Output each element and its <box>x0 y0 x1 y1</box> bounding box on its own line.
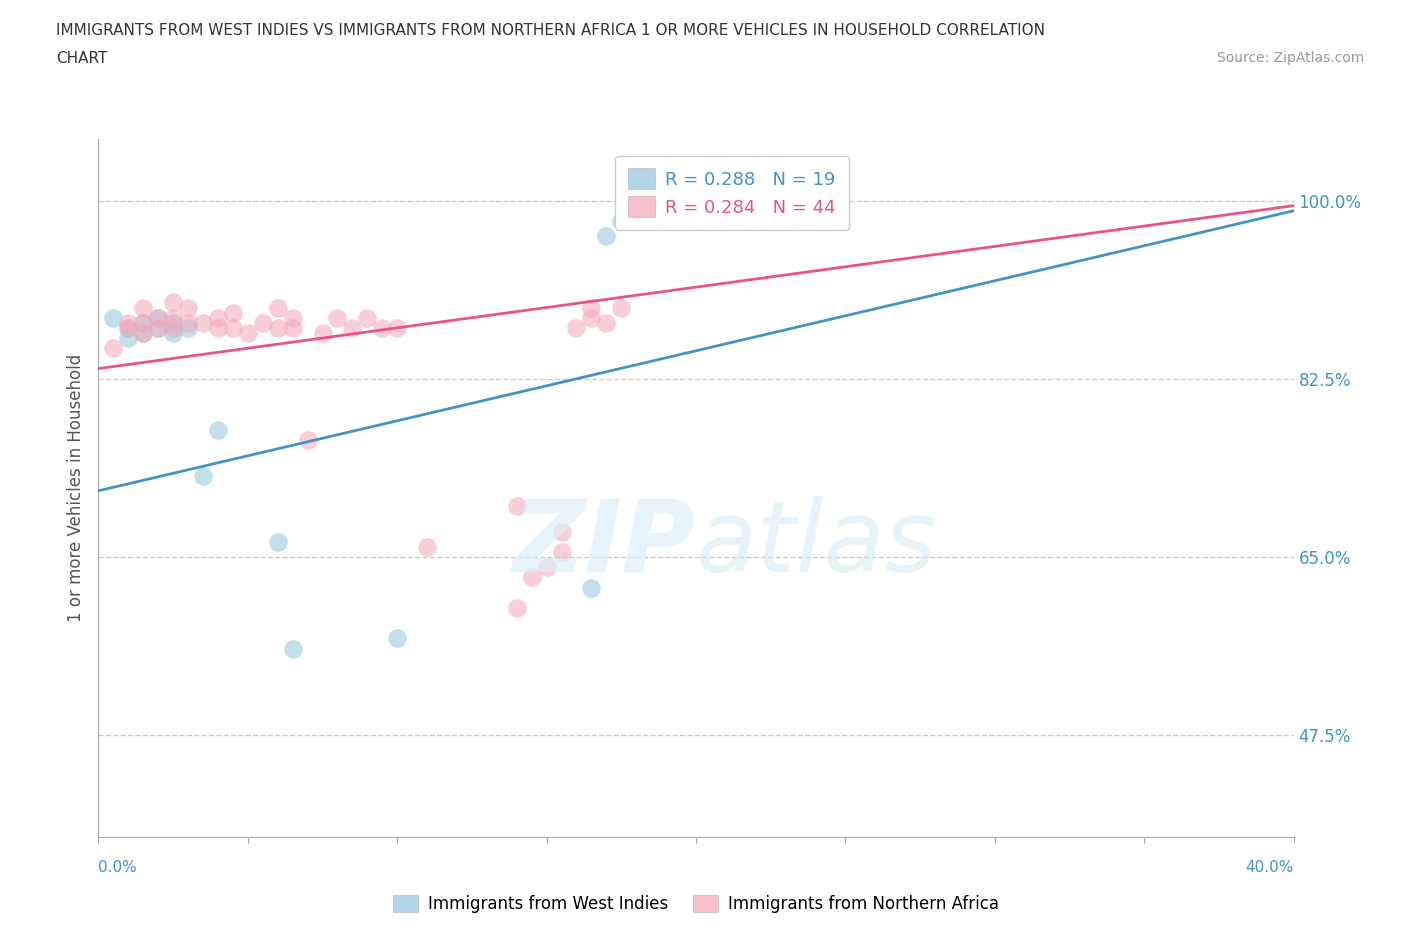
Point <box>506 498 529 513</box>
Point <box>520 570 543 585</box>
Point <box>191 468 214 483</box>
Point <box>581 580 603 595</box>
Point <box>595 315 617 330</box>
Point <box>297 432 319 447</box>
Point <box>610 300 633 315</box>
Text: Source: ZipAtlas.com: Source: ZipAtlas.com <box>1216 51 1364 65</box>
Point <box>267 321 290 336</box>
Point <box>162 311 184 325</box>
Point <box>581 300 603 315</box>
Point <box>252 315 274 330</box>
Point <box>267 300 290 315</box>
Point <box>177 300 200 315</box>
Point <box>132 315 155 330</box>
Point <box>385 321 409 336</box>
Text: ZIP: ZIP <box>513 496 696 592</box>
Point <box>132 326 155 340</box>
Point <box>148 321 170 336</box>
Point <box>281 321 304 336</box>
Text: atlas: atlas <box>696 496 938 592</box>
Point <box>148 311 170 325</box>
Point <box>162 321 184 336</box>
Y-axis label: 1 or more Vehicles in Household: 1 or more Vehicles in Household <box>66 354 84 622</box>
Point <box>385 631 409 645</box>
Point <box>311 326 333 340</box>
Point <box>550 544 572 559</box>
Point <box>236 326 259 340</box>
Point <box>132 300 155 315</box>
Point <box>595 229 617 244</box>
Text: IMMIGRANTS FROM WEST INDIES VS IMMIGRANTS FROM NORTHERN AFRICA 1 OR MORE VEHICLE: IMMIGRANTS FROM WEST INDIES VS IMMIGRANT… <box>56 23 1045 38</box>
Legend: Immigrants from West Indies, Immigrants from Northern Africa: Immigrants from West Indies, Immigrants … <box>387 888 1005 920</box>
Point <box>132 315 155 330</box>
Point <box>177 315 200 330</box>
Text: 40.0%: 40.0% <box>1246 860 1294 875</box>
Point <box>626 193 648 208</box>
Point <box>581 311 603 325</box>
Point <box>371 321 394 336</box>
Text: 0.0%: 0.0% <box>98 860 138 875</box>
Point <box>117 315 139 330</box>
Point <box>162 295 184 310</box>
Point <box>565 321 588 336</box>
Point <box>281 641 304 656</box>
Point <box>745 193 768 208</box>
Point <box>207 311 229 325</box>
Point <box>506 601 529 616</box>
Point <box>207 422 229 437</box>
Point <box>326 311 349 325</box>
Point <box>191 315 214 330</box>
Point <box>117 321 139 336</box>
Point <box>117 321 139 336</box>
Point <box>177 321 200 336</box>
Point <box>536 560 558 575</box>
Point <box>117 331 139 346</box>
Point <box>356 311 378 325</box>
Point <box>267 534 290 549</box>
Point <box>148 311 170 325</box>
Point <box>281 311 304 325</box>
Point <box>222 305 245 320</box>
Point <box>132 326 155 340</box>
Point <box>222 321 245 336</box>
Point <box>148 321 170 336</box>
Point <box>610 214 633 229</box>
Point <box>342 321 364 336</box>
Point <box>550 525 572 539</box>
Text: CHART: CHART <box>56 51 108 66</box>
Point <box>162 326 184 340</box>
Point <box>103 311 125 325</box>
Point <box>103 340 125 355</box>
Point <box>416 539 439 554</box>
Point <box>162 315 184 330</box>
Point <box>207 321 229 336</box>
